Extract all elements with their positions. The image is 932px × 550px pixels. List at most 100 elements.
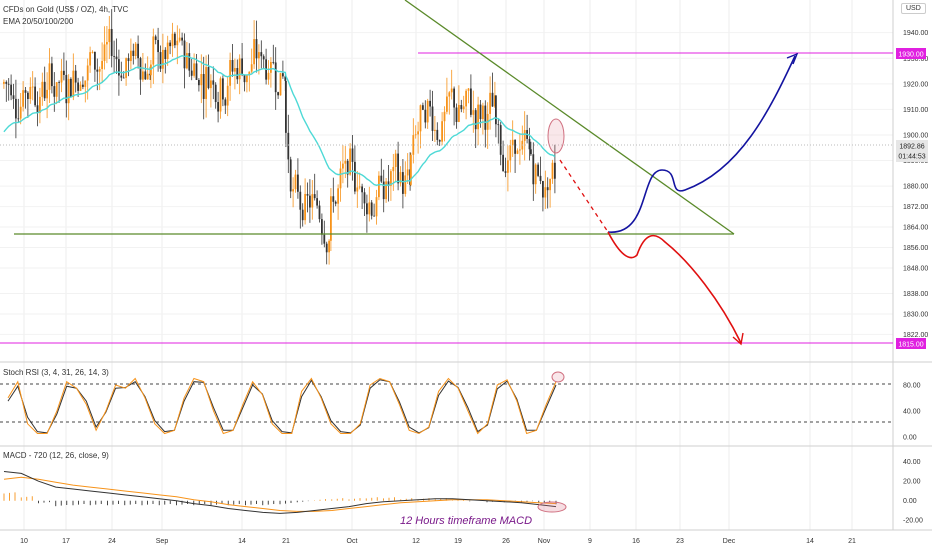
candle-body xyxy=(98,69,101,72)
time-axis[interactable]: 10 17 24 Sep 14 21 Oct 12 19 26 Nov 9 16 23 Dec 14 21 xyxy=(20,538,856,545)
price-tick-label: 1864.00 xyxy=(903,225,928,232)
time-tick-label: 12 xyxy=(412,538,420,545)
bullish-projection-path[interactable] xyxy=(607,55,796,233)
candle-body xyxy=(289,159,292,192)
rsi-tick-label: 0.00 xyxy=(903,434,917,441)
candle-body xyxy=(458,105,460,122)
candle-body xyxy=(125,58,127,78)
candle-body xyxy=(226,85,229,106)
candle-body xyxy=(462,106,465,110)
candle-body xyxy=(27,92,29,99)
macd-axis[interactable]: -20.00 0.00 20.00 40.00 xyxy=(903,459,923,524)
candle-body xyxy=(354,161,356,192)
candle-body xyxy=(516,150,519,154)
candle-body xyxy=(404,175,407,194)
candle-body xyxy=(284,76,287,81)
candle-body xyxy=(309,195,311,208)
candle-body xyxy=(514,139,516,154)
stoch-rsi-legend[interactable]: Stoch RSI (3, 4, 31, 26, 14, 3) xyxy=(3,368,109,377)
candle-body xyxy=(489,92,491,114)
candle-body xyxy=(127,58,130,62)
candle-body xyxy=(431,106,434,131)
candle-body xyxy=(450,88,453,93)
currency-badge[interactable]: USD xyxy=(901,3,926,14)
candle-body xyxy=(530,149,532,155)
candle-body xyxy=(186,53,188,69)
candle-body xyxy=(382,181,385,200)
price-axis[interactable]: 1822.00 1830.00 1838.00 1848.00 1856.00 1864.… xyxy=(903,30,928,339)
price-tick-label: 1822.00 xyxy=(903,332,928,339)
candle-body xyxy=(509,145,512,161)
candle-body xyxy=(519,149,521,151)
highlight-ellipse-rsi xyxy=(551,371,565,383)
candle-body xyxy=(171,33,174,47)
candle-body xyxy=(385,181,387,200)
candle-body xyxy=(166,42,169,59)
candle-body xyxy=(412,135,415,155)
candle-body xyxy=(241,58,243,75)
candle-body xyxy=(5,81,8,84)
candle-body xyxy=(448,92,451,97)
candle-body xyxy=(22,90,24,107)
candle-body xyxy=(270,62,272,73)
candle-body xyxy=(542,181,544,198)
ema-legend[interactable]: EMA 20/50/100/200 xyxy=(3,17,74,26)
time-tick-label: 14 xyxy=(806,538,814,545)
candle-body xyxy=(157,39,159,53)
time-tick-label: 17 xyxy=(62,538,70,545)
rsi-axis[interactable]: 0.00 40.00 80.00 xyxy=(903,382,921,441)
candle-body xyxy=(366,203,368,215)
candle-body xyxy=(86,65,89,81)
candle-body xyxy=(122,77,125,79)
candle-body xyxy=(106,42,108,45)
candle-body xyxy=(144,71,147,80)
candle-body xyxy=(551,162,554,179)
candle-body xyxy=(150,64,152,76)
candle-body xyxy=(96,69,99,72)
candle-body xyxy=(139,58,142,80)
time-tick-label: 26 xyxy=(502,538,510,545)
price-tick-label: 1838.00 xyxy=(903,291,928,298)
candle-body xyxy=(89,52,91,66)
highlight-ellipse-macd xyxy=(537,501,567,513)
candle-body xyxy=(7,83,10,85)
time-tick-label: 10 xyxy=(20,538,28,545)
time-tick-label: 21 xyxy=(848,538,856,545)
candle-body xyxy=(77,82,79,91)
rsi-tick-label: 40.00 xyxy=(903,408,921,415)
time-tick-label: 21 xyxy=(282,538,290,545)
macd-legend[interactable]: MACD - 720 (12, 26, close, 9) xyxy=(3,451,109,460)
bearish-projection-path[interactable] xyxy=(607,231,742,344)
candle-body xyxy=(313,194,316,199)
candle-body xyxy=(470,88,472,115)
candle-body xyxy=(63,70,65,75)
candle-body xyxy=(410,154,412,185)
triangle-upper-trendline[interactable] xyxy=(404,0,735,235)
candle-body xyxy=(344,160,347,164)
candle-body xyxy=(287,132,290,160)
candle-body xyxy=(399,172,402,184)
candle-body xyxy=(46,89,48,99)
candle-body xyxy=(311,194,314,208)
bar-countdown: 01:44:53 xyxy=(898,154,925,161)
candle-body xyxy=(334,201,337,204)
candle-body xyxy=(79,84,82,91)
svg-text:1930.00: 1930.00 xyxy=(898,52,923,59)
candle-body xyxy=(356,187,359,192)
candle-body xyxy=(443,111,446,122)
candle-body xyxy=(67,78,70,104)
candle-body xyxy=(207,67,210,89)
candle-body xyxy=(174,33,176,46)
price-tick-label: 1872.00 xyxy=(903,204,928,211)
candle-body xyxy=(193,63,195,76)
candle-body xyxy=(532,154,535,185)
symbol-title[interactable]: CFDs on Gold (US$ / OZ), 4h, TVC xyxy=(3,5,129,14)
candle-body xyxy=(370,202,373,216)
macd-tick-label: 40.00 xyxy=(903,459,921,466)
candle-body xyxy=(229,59,231,86)
candle-body xyxy=(39,96,41,114)
current-price-value: 1892.86 xyxy=(899,144,924,151)
candle-body xyxy=(202,74,205,99)
candle-body xyxy=(48,63,51,90)
